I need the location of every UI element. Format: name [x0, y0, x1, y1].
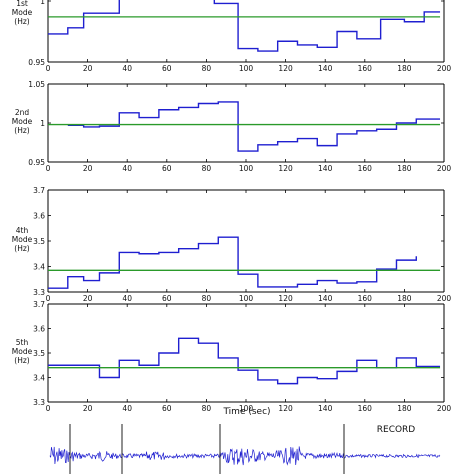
x-tick-label: 40	[122, 64, 132, 73]
y-axis-label-line: 1st	[16, 0, 28, 8]
x-tick-label: 0	[46, 404, 51, 413]
y-tick-label: 3.5	[33, 349, 45, 358]
x-tick-label: 40	[122, 294, 132, 303]
x-tick-label: 120	[278, 404, 293, 413]
x-tick-label: 140	[318, 404, 333, 413]
x-tick-label: 200	[437, 164, 452, 173]
x-tick-label: 180	[397, 164, 412, 173]
mode-frequency-series	[48, 236, 417, 289]
y-tick-label: 1.05	[28, 80, 45, 89]
x-tick-label: 120	[278, 164, 293, 173]
x-tick-label: 140	[318, 164, 333, 173]
y-axis-label-line: 4th	[16, 226, 29, 235]
x-tick-label: 20	[83, 64, 93, 73]
y-axis-label-line: (Hz)	[14, 17, 30, 26]
record-label: RECORD	[377, 425, 416, 435]
y-axis-label-line: Mode	[12, 235, 33, 244]
y-tick-label: 0.95	[28, 158, 45, 167]
x-tick-label: 80	[202, 294, 212, 303]
y-tick-label: 1	[40, 119, 45, 128]
x-tick-label: 160	[358, 294, 373, 303]
panel-2: 0 20 40 60 80 100 120 140 160 180 200 0.95 1 1.05 2ndM…	[12, 80, 452, 173]
y-tick-label: 3.5	[33, 237, 45, 246]
record-waveform	[49, 446, 441, 466]
mode-frequency-series	[67, 101, 441, 152]
x-tick-label: 120	[278, 294, 293, 303]
y-tick-label: 3.4	[33, 263, 45, 272]
y-axis-label-line: 5th	[16, 338, 29, 347]
y-tick-label: 3.6	[33, 325, 45, 334]
x-tick-label: 140	[318, 64, 333, 73]
mode-frequency-series	[48, 337, 441, 385]
y-tick-label: 1	[40, 0, 45, 6]
x-tick-label: 120	[278, 64, 293, 73]
y-tick-label: 3.3	[33, 288, 45, 297]
x-tick-label: 60	[162, 64, 172, 73]
y-tick-label: 0.95	[28, 58, 45, 67]
x-tick-label: 0	[46, 164, 51, 173]
y-axis-label-line: Mode	[12, 347, 33, 356]
x-tick-label: 60	[162, 404, 172, 413]
x-tick-label: 100	[239, 404, 254, 413]
x-tick-label: 80	[202, 404, 212, 413]
x-tick-label: 100	[239, 294, 254, 303]
x-tick-label: 60	[162, 164, 172, 173]
x-tick-label: 100	[239, 64, 254, 73]
y-tick-label: 3.3	[33, 398, 45, 407]
y-axis-label-line: Mode	[12, 117, 33, 126]
x-tick-label: 40	[122, 404, 132, 413]
x-tick-label: 180	[397, 404, 412, 413]
x-tick-label: 200	[437, 64, 452, 73]
x-tick-label: 160	[358, 64, 373, 73]
x-tick-label: 40	[122, 164, 132, 173]
x-tick-label: 140	[318, 294, 333, 303]
y-axis-label-line: Mode	[12, 8, 33, 17]
x-tick-label: 160	[358, 164, 373, 173]
x-tick-label: 80	[202, 64, 212, 73]
x-tick-label: 80	[202, 164, 212, 173]
y-tick-label: 3.7	[33, 186, 45, 195]
y-tick-label: 3.6	[33, 212, 45, 221]
x-tick-label: 180	[397, 294, 412, 303]
x-tick-label: 160	[358, 404, 373, 413]
x-tick-label: 0	[46, 294, 51, 303]
x-tick-label: 200	[437, 294, 452, 303]
mode-frequency-series	[48, 0, 441, 52]
panel-1: 0 20 40 60 80 100 120 140 160 180 200 0.95 1 1stMode(…	[12, 0, 452, 73]
y-axis-label-line: 2nd	[15, 108, 30, 117]
x-axis-label: Time (sec)	[222, 407, 270, 417]
x-tick-label: 180	[397, 64, 412, 73]
y-axis-label-line: (Hz)	[14, 244, 30, 253]
y-axis-label-line: (Hz)	[14, 356, 30, 365]
x-tick-label: 20	[83, 404, 93, 413]
x-tick-label: 60	[162, 294, 172, 303]
y-tick-label: 3.4	[33, 374, 45, 383]
x-tick-label: 200	[437, 404, 452, 413]
x-tick-label: 20	[83, 294, 93, 303]
x-tick-label: 0	[46, 64, 51, 73]
panel-4: 0 20 40 60 80 100 120 140 160 180 200 3.3 3.4 3.5 3.6 3…	[12, 300, 452, 413]
record-trace	[49, 424, 441, 474]
panel-3: 0 20 40 60 80 100 120 140 160 180 200 3.3 3.4 3.5 3.6 3…	[12, 186, 452, 303]
x-tick-label: 20	[83, 164, 93, 173]
x-tick-label: 100	[239, 164, 254, 173]
y-tick-label: 3.7	[33, 300, 45, 309]
y-axis-label-line: (Hz)	[14, 126, 30, 135]
